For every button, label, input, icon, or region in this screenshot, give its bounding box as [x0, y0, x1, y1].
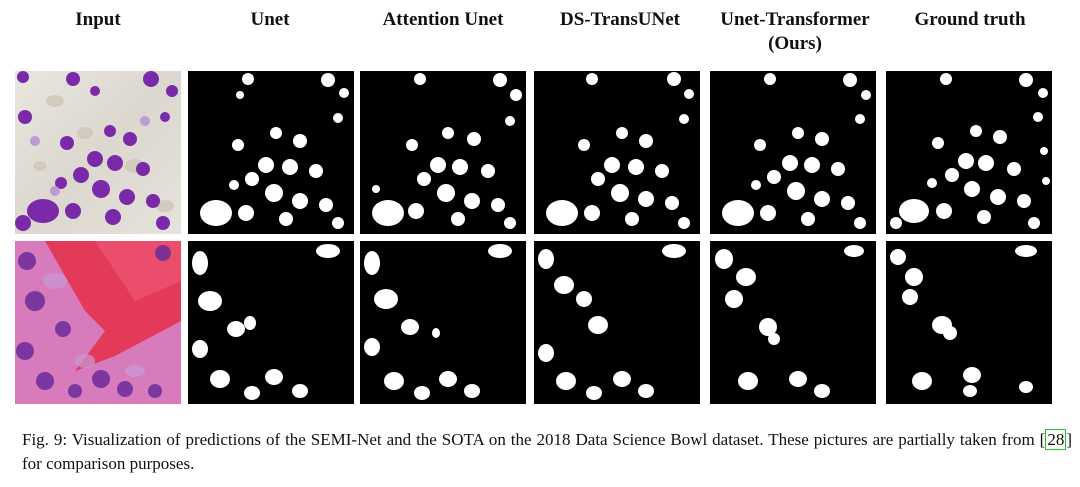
cell-micrograph-image — [15, 71, 181, 234]
unet-mask-row2 — [188, 241, 354, 404]
column-header-ground-truth: Ground truth — [884, 8, 1056, 32]
column-label: Input — [75, 9, 121, 30]
caption-text: Fig. 9: Visualization of predictions of … — [22, 430, 1046, 449]
segmentation-mask — [886, 71, 1052, 234]
ground-truth-mask-row1 — [886, 71, 1052, 234]
column-header-ds-transunet: DS-TransUNet — [534, 8, 706, 32]
segmentation-mask — [710, 71, 876, 234]
segmentation-mask — [710, 241, 876, 404]
column-header-input: Input — [12, 8, 184, 32]
attention-unet-mask-row1 — [360, 71, 526, 234]
segmentation-mask — [360, 241, 526, 404]
column-label: Unet — [250, 9, 290, 30]
ds-transunet-mask-row1 — [534, 71, 700, 234]
column-header-unet: Unet — [184, 8, 356, 32]
segmentation-mask — [886, 241, 1052, 404]
segmentation-mask — [534, 241, 700, 404]
caption-text-end: ] for comparison purposes. — [22, 430, 1072, 473]
attention-unet-mask-row2 — [360, 241, 526, 404]
figure-caption: Fig. 9: Visualization of predictions of … — [22, 428, 1072, 476]
input-image-row1 — [15, 71, 181, 234]
column-label: DS-TransUNet — [560, 9, 680, 30]
column-label-sub: (Ours) — [768, 33, 822, 54]
segmentation-mask — [188, 241, 354, 404]
unet-transformer-mask-row1 — [710, 71, 876, 234]
column-label: Unet-Transformer — [720, 9, 870, 30]
column-label: Ground truth — [914, 9, 1026, 30]
unet-transformer-mask-row2 — [710, 241, 876, 404]
tissue-micrograph-image — [15, 241, 181, 404]
citation-link[interactable]: 28 — [1045, 429, 1067, 450]
segmentation-mask — [534, 71, 700, 234]
input-image-row2 — [15, 241, 181, 404]
column-header-unet-transformer: Unet-Transformer (Ours) — [709, 8, 881, 56]
segmentation-mask — [188, 71, 354, 234]
ds-transunet-mask-row2 — [534, 241, 700, 404]
column-label: Attention Unet — [382, 9, 504, 30]
ground-truth-mask-row2 — [886, 241, 1052, 404]
unet-mask-row1 — [188, 71, 354, 234]
segmentation-mask — [360, 71, 526, 234]
column-header-attention-unet: Attention Unet — [357, 8, 529, 32]
